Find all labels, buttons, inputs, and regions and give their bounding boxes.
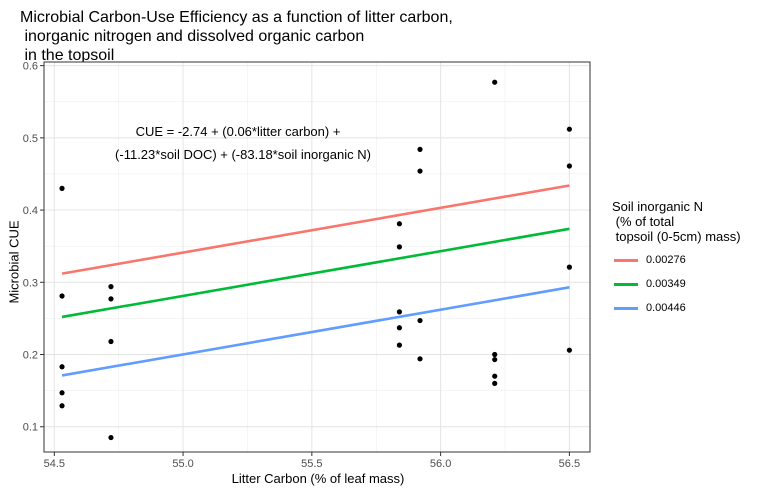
y-tick-label: 0.1 (23, 422, 38, 434)
data-point (492, 79, 498, 85)
x-tick-label: 54.5 (44, 458, 65, 470)
legend-label: 0.00276 (646, 254, 686, 266)
plot-border (43, 61, 591, 453)
legend-key-swatch (614, 258, 638, 262)
y-axis-label: Microbial CUE (6, 220, 22, 304)
legend-label: 0.00349 (646, 278, 686, 290)
data-point (417, 356, 423, 362)
chart-title: Microbial Carbon-Use Efficiency as a fun… (20, 9, 453, 64)
legend-key-swatch (614, 306, 638, 310)
data-point (396, 221, 403, 227)
data-point (108, 338, 114, 345)
data-point (566, 163, 572, 169)
legend-item: 0.00276 (612, 248, 741, 272)
x-tick-label: 55.5 (301, 458, 322, 470)
data-point (396, 244, 403, 250)
data-point (566, 264, 572, 270)
data-point (492, 373, 498, 379)
y-tick-label: 0.4 (23, 205, 38, 217)
data-point (417, 168, 423, 174)
data-point (566, 126, 572, 132)
annotation-line: (-11.23*soil DOC) + (-83.18*soil inorgan… (115, 147, 371, 162)
x-tick-label: 56.0 (430, 458, 451, 470)
data-point (492, 351, 498, 358)
series-line (61, 227, 570, 319)
data-point (396, 342, 403, 348)
data-point (492, 380, 498, 386)
data-point (417, 317, 423, 324)
plot-background (44, 62, 590, 452)
data-point (417, 146, 423, 152)
x-tick-label: 56.5 (559, 458, 580, 470)
series-line (61, 184, 570, 275)
x-tick-label: 55.0 (172, 458, 193, 470)
data-point (108, 284, 114, 290)
data-point (59, 364, 65, 370)
legend-item: 0.00349 (612, 272, 741, 296)
legend-title: Soil inorganic N (% of total topsoil (0-… (612, 199, 741, 244)
data-point (59, 403, 65, 409)
series-line (61, 286, 570, 377)
y-tick-label: 0.6 (23, 61, 38, 73)
data-point (59, 293, 65, 299)
x-axis-label: Litter Carbon (% of leaf mass) (231, 471, 405, 486)
data-point (59, 390, 65, 396)
data-point (59, 185, 65, 191)
annotation-line: CUE = -2.74 + (0.06*litter carbon) + (136, 124, 341, 139)
data-point (108, 296, 114, 302)
data-point (492, 356, 498, 363)
y-tick-label: 0.5 (23, 133, 38, 145)
y-tick-label: 0.2 (23, 350, 38, 362)
y-tick-label: 0.3 (23, 277, 38, 289)
legend-item: 0.00446 (612, 296, 741, 320)
legend-key-swatch (614, 282, 638, 286)
data-point (396, 325, 403, 331)
data-point (396, 309, 403, 315)
legend-label: 0.00446 (646, 302, 686, 314)
legend: Soil inorganic N (% of total topsoil (0-… (612, 199, 741, 320)
data-point (108, 434, 114, 441)
data-point (566, 347, 572, 353)
